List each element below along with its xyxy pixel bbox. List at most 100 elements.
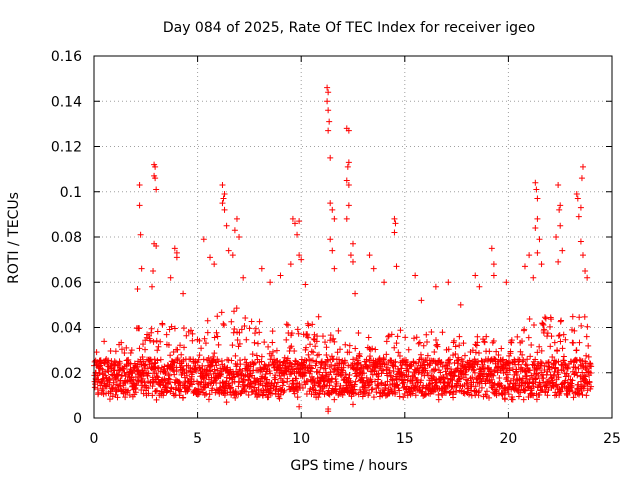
data-point — [99, 376, 106, 383]
data-point — [405, 368, 412, 375]
data-point — [355, 365, 362, 372]
data-point — [456, 342, 463, 349]
data-point — [110, 379, 117, 386]
data-point — [288, 330, 295, 337]
data-point — [494, 369, 501, 376]
data-point — [546, 323, 553, 330]
data-point — [501, 396, 508, 403]
data-point — [579, 252, 586, 259]
data-point — [223, 399, 230, 406]
data-point — [392, 389, 399, 396]
data-point — [576, 339, 583, 346]
data-point — [366, 390, 373, 397]
data-point — [239, 368, 246, 375]
data-point — [541, 314, 548, 321]
data-point — [212, 359, 219, 366]
data-point — [214, 313, 221, 320]
data-point — [154, 328, 161, 335]
data-point — [374, 382, 381, 389]
data-point — [311, 331, 318, 338]
data-point — [201, 335, 208, 342]
data-point — [137, 231, 144, 238]
data-point — [408, 362, 415, 369]
data-point — [560, 331, 567, 338]
data-point — [149, 283, 156, 290]
data-point — [141, 379, 148, 386]
data-point — [286, 359, 293, 366]
data-point — [221, 191, 228, 198]
data-point — [180, 290, 187, 297]
data-point — [552, 364, 559, 371]
data-point — [534, 215, 541, 222]
data-point — [424, 352, 431, 359]
data-point — [267, 279, 274, 286]
data-point — [509, 394, 516, 401]
data-point — [514, 333, 521, 340]
data-point — [350, 240, 356, 247]
data-point — [523, 362, 530, 369]
data-point — [122, 394, 129, 401]
x-tick-label: 20 — [499, 431, 517, 447]
data-point — [542, 388, 549, 395]
data-point — [352, 378, 359, 385]
data-point — [486, 394, 493, 401]
data-point — [312, 387, 319, 394]
data-point — [522, 369, 529, 376]
data-point — [352, 290, 359, 297]
data-point — [243, 336, 250, 343]
data-point — [388, 331, 395, 338]
data-point — [586, 379, 593, 386]
data-point — [574, 372, 581, 379]
data-point — [396, 352, 403, 359]
data-point — [570, 339, 577, 346]
data-point — [294, 326, 301, 333]
data-point — [143, 369, 150, 376]
data-point — [555, 358, 562, 365]
data-point — [517, 348, 524, 355]
data-point — [301, 369, 308, 376]
data-point — [310, 336, 317, 343]
data-point — [284, 355, 291, 362]
data-point — [327, 369, 334, 376]
data-point — [142, 346, 149, 353]
data-point — [432, 283, 439, 290]
data-point — [346, 349, 353, 356]
data-point — [241, 322, 248, 329]
data-point — [152, 388, 159, 395]
data-point — [432, 366, 439, 373]
data-point — [535, 372, 542, 379]
data-point — [233, 305, 240, 312]
data-point — [249, 388, 256, 395]
data-point — [521, 263, 528, 270]
data-point — [214, 333, 221, 340]
data-point — [198, 379, 205, 386]
data-point — [584, 323, 591, 330]
data-point — [448, 384, 455, 391]
data-point — [330, 365, 337, 372]
data-point — [584, 387, 591, 394]
data-point — [309, 321, 316, 328]
data-point — [234, 370, 241, 377]
data-point — [325, 405, 332, 412]
y-tick-label: 0.08 — [51, 230, 82, 246]
data-point — [457, 301, 464, 308]
data-point — [136, 345, 143, 352]
data-point — [267, 370, 274, 377]
data-point — [118, 387, 125, 394]
data-point — [530, 383, 537, 390]
data-point — [233, 215, 240, 222]
data-point — [343, 177, 350, 184]
data-point — [446, 389, 453, 396]
data-point — [315, 313, 322, 320]
data-point — [329, 247, 336, 254]
data-point — [283, 321, 290, 328]
data-point — [471, 369, 478, 376]
data-point — [418, 355, 425, 362]
data-point — [342, 359, 349, 366]
data-point — [332, 376, 339, 383]
data-point — [345, 181, 352, 188]
data-point — [411, 335, 418, 342]
data-point — [548, 333, 555, 340]
data-point — [241, 382, 248, 389]
data-point — [527, 353, 534, 360]
